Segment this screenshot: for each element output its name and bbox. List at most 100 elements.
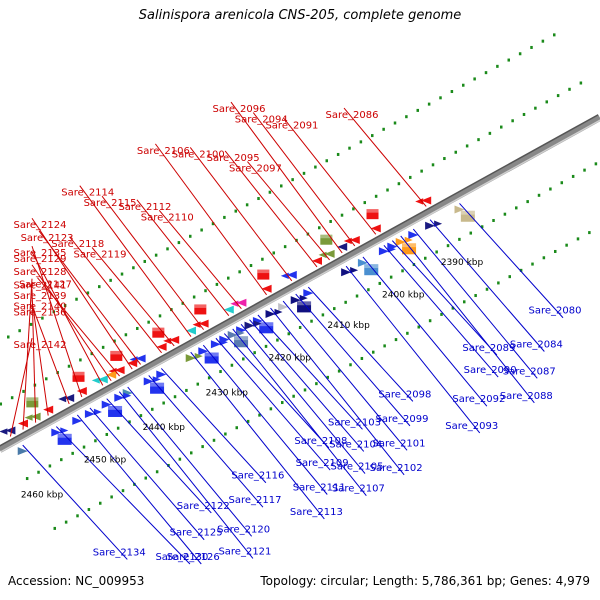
forward-gene-label: Sare_2102: [370, 463, 423, 474]
rail-dot: [315, 382, 318, 386]
reverse-leader-line: [101, 195, 204, 330]
rail-dot: [450, 90, 454, 94]
forward-gene-arrow: [357, 258, 368, 267]
rail-dot: [53, 526, 57, 530]
reverse-gene-label: Sare_2086: [326, 110, 379, 121]
forward-gene-block: [234, 336, 249, 348]
forward-gene-arrow: [123, 392, 132, 399]
reverse-gene-label: Sare_2094: [235, 115, 288, 126]
rail-dot: [480, 225, 484, 229]
rail-dot: [497, 281, 500, 285]
forward-gene-label: Sare_2122: [177, 501, 230, 512]
forward-gene-arrow: [265, 310, 276, 319]
reverse-gene-label: Sare_2124: [14, 220, 67, 231]
rail-dot: [211, 222, 215, 226]
rail-dot: [393, 121, 397, 125]
rail-dot: [249, 264, 253, 268]
forward-leader-line: [55, 426, 191, 565]
reverse-gene-arrow: [91, 377, 100, 384]
rail-dot: [86, 291, 90, 295]
rail-dot: [507, 58, 511, 62]
reverse-leader-line: [37, 277, 120, 377]
rail-dot: [405, 115, 408, 119]
forward-gene-arrow: [194, 352, 203, 360]
kbp-tick-label: 2420 kbp: [269, 353, 312, 363]
reverse-gene-label: Sare_2136: [14, 308, 67, 319]
rail-dot: [508, 275, 511, 279]
reverse-gene-block: [26, 397, 39, 408]
rail-dot: [389, 275, 393, 279]
rail-dot: [109, 278, 112, 282]
forward-leader-line: [345, 265, 481, 434]
forward-gene-label: Sare_2105: [331, 462, 384, 473]
rail-dot: [48, 464, 52, 468]
rail-dot: [440, 312, 443, 316]
forward-gene-arrow: [387, 246, 396, 253]
rail-dot: [545, 100, 549, 104]
genome-backbone: [0, 114, 600, 453]
rail-dot: [128, 420, 131, 424]
reverse-gene-arrow: [114, 366, 125, 375]
forward-gene-arrow: [51, 428, 62, 437]
reverse-gene-label: Sare_2100: [172, 149, 225, 160]
rail-dot: [298, 325, 302, 329]
reverse-gene-arrow: [223, 305, 234, 314]
forward-gene-arrow: [434, 220, 443, 227]
rail-dot: [283, 245, 287, 249]
reverse-leader-line: [31, 264, 112, 382]
rail-dot: [355, 294, 359, 298]
reverse-gene-label: Sare_2115: [84, 198, 137, 209]
kbp-tick-label: 2460 kbp: [21, 491, 64, 501]
rail-dot: [64, 520, 68, 524]
rail-dot: [386, 188, 389, 192]
reverse-leader-line: [252, 112, 356, 247]
rail-dot: [178, 457, 182, 461]
forward-leader-line: [160, 368, 267, 484]
rail-dot: [227, 276, 230, 280]
forward-gene-arrow: [185, 354, 196, 363]
forward-leader-line: [22, 444, 128, 560]
rail-dot: [465, 144, 469, 148]
reverse-leader-line: [31, 289, 37, 423]
rail-dot: [349, 363, 352, 367]
rail-dot: [94, 439, 97, 443]
forward-gene-arrow: [395, 237, 406, 246]
gene-labels: Sare_2080Sare_2084Sare_2087Sare_2088Sare…: [14, 104, 582, 563]
rail-dot: [431, 163, 435, 167]
forward-gene-arrow: [299, 294, 308, 302]
reverse-gene-label: Sare_2139: [14, 291, 67, 302]
forward-gene-label: Sare_2099: [375, 414, 428, 425]
rail-dot: [363, 201, 367, 205]
forward-gene-label: Sare_2092: [452, 394, 505, 405]
kbp-tick-label: 2390 kbp: [441, 258, 484, 268]
reverse-leader-line: [38, 230, 141, 365]
label-leader-lines: [9, 101, 564, 565]
forward-gene-label: Sare_2098: [378, 389, 431, 400]
rail-dot: [348, 146, 351, 150]
rail-dot: [246, 419, 250, 423]
rail-dot: [427, 102, 431, 106]
forward-gene-label: Sare_2117: [228, 495, 281, 506]
rail-dot: [25, 477, 29, 481]
rail-dot: [136, 326, 139, 330]
forward-gene-arrow: [454, 205, 465, 214]
rail-dot: [67, 364, 71, 368]
rail-dot: [147, 320, 150, 324]
rail-dot: [382, 127, 385, 131]
rail-dot: [568, 87, 571, 91]
rail-dot: [503, 212, 507, 216]
reverse-gene-block: [194, 304, 207, 315]
rail-dot: [71, 451, 74, 455]
reverse-gene-arrow: [185, 326, 196, 335]
rail-dot: [133, 482, 136, 486]
reverse-gene-label: Sare_2106: [137, 146, 190, 157]
forward-gene-label: Sare_2084: [510, 340, 563, 351]
reverse-leader-line: [31, 305, 70, 405]
rail-dot: [280, 184, 283, 188]
rail-dot: [519, 268, 523, 272]
rail-dot: [79, 358, 82, 362]
reverse-gene-arrow: [311, 256, 322, 265]
reverse-gene-arrow: [261, 284, 272, 293]
rail-dot: [272, 251, 276, 255]
genome-stats-text: Topology: circular; Length: 5,786,361 bp…: [260, 574, 590, 588]
